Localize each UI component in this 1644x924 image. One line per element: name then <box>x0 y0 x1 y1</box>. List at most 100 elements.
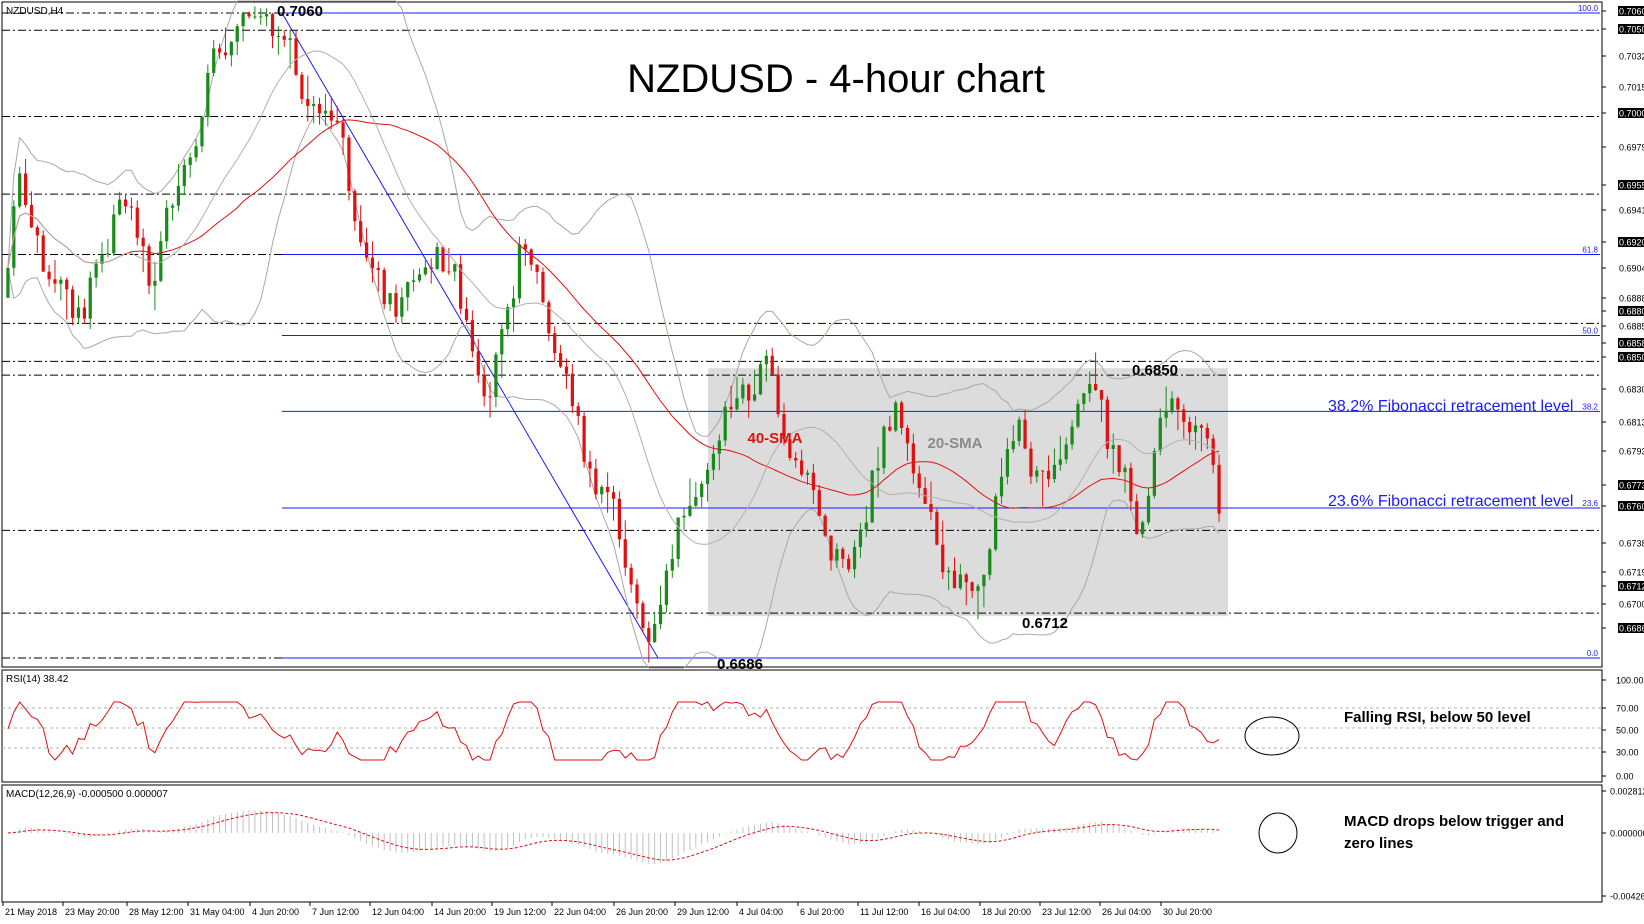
candle-body <box>935 511 939 545</box>
candle-body <box>411 280 416 283</box>
candle-body <box>329 110 333 121</box>
bollinger-lower <box>7 115 1220 669</box>
candle-body <box>600 486 604 495</box>
time-tick-label: 26 Jun 20:00 <box>616 907 668 917</box>
candle-body <box>899 402 904 428</box>
candle-body <box>952 570 957 589</box>
rsi-tick-label: 100.00 <box>1616 676 1644 686</box>
candle-body <box>276 35 281 37</box>
candle-body <box>70 289 75 318</box>
candle-body <box>341 122 345 138</box>
candle-body <box>1135 501 1139 535</box>
candle-body <box>1123 467 1127 473</box>
candle-body <box>317 103 322 114</box>
candle-body <box>306 98 310 106</box>
candle-body <box>18 173 22 207</box>
candle-body <box>805 472 810 475</box>
candle-body <box>1070 426 1074 445</box>
candle-body <box>312 103 316 106</box>
candle-body <box>1011 441 1015 450</box>
candle-body <box>852 546 857 570</box>
time-tick-label: 22 Jun 04:00 <box>554 907 606 917</box>
candle-body <box>535 264 539 272</box>
candle-body <box>400 297 404 317</box>
price-tick-label: 0.70500 <box>1619 25 1644 35</box>
macd-note-line1: MACD drops below trigger and <box>1344 813 1564 830</box>
candle-body <box>858 529 863 547</box>
candle-body <box>406 282 410 298</box>
candle-body <box>705 469 710 484</box>
sma40-label: 40-SMA <box>747 430 802 447</box>
candle-body <box>1129 467 1133 502</box>
candle-body <box>494 354 498 397</box>
candles <box>6 6 1221 663</box>
price-tick-label: 0.69795 <box>1619 143 1644 153</box>
candle-body <box>382 269 386 305</box>
candle-body <box>594 468 598 495</box>
candle-body <box>1076 403 1080 427</box>
candle-body <box>429 267 433 269</box>
candle-body <box>241 13 245 27</box>
candle-body <box>823 515 827 536</box>
candle-body <box>729 406 733 410</box>
candle-body <box>82 307 86 319</box>
price-tick-label: 0.69410 <box>1619 206 1644 216</box>
macd-label: MACD(12,26,9) -0.000500 0.000007 <box>6 789 168 800</box>
time-tick-label: 28 May 12:00 <box>129 907 184 917</box>
candle-body <box>617 498 621 540</box>
candle-body <box>800 460 804 475</box>
candle-body <box>929 503 933 512</box>
fib-label-3: 38.2 <box>1582 402 1598 411</box>
candle-body <box>747 384 751 401</box>
candle-body <box>958 574 962 589</box>
time-tick-label: 14 Jun 20:00 <box>434 907 486 917</box>
candle-body <box>1093 383 1098 391</box>
candle-body <box>770 355 774 375</box>
candle-body <box>1176 398 1180 410</box>
candle-body <box>676 517 680 559</box>
time-tick-label: 31 May 04:00 <box>190 907 245 917</box>
fib-label-4: 23.6 <box>1582 499 1598 508</box>
macd-axis: 0.002812 0.000000 -0.004265 <box>1602 787 1644 902</box>
price-tick-label: 0.69550 <box>1619 181 1644 191</box>
price-tag <box>1618 108 1644 118</box>
price-tick-label: 0.68880 <box>1619 294 1644 304</box>
candle-body <box>1064 444 1068 460</box>
candle-body <box>212 48 216 73</box>
candle-body <box>135 207 139 238</box>
candle-body <box>558 353 563 367</box>
price-tag <box>1618 480 1644 490</box>
price-tag <box>1618 352 1644 362</box>
candle-body <box>870 470 874 523</box>
candle-body <box>1211 438 1215 465</box>
candle-body <box>447 271 451 273</box>
candle-body <box>441 247 445 272</box>
candle-body <box>864 522 868 530</box>
macd-tick-label: 0.000000 <box>1610 829 1644 839</box>
candle-body <box>829 535 833 561</box>
time-tick-label: 23 Jul 12:00 <box>1042 907 1091 917</box>
price-tick-label: 0.68855 <box>1619 322 1644 332</box>
candle-body <box>882 426 886 469</box>
candle-body <box>1029 448 1033 477</box>
candle-body <box>511 298 516 308</box>
price-tick-label: 0.67385 <box>1619 539 1644 549</box>
candle-body <box>641 603 645 629</box>
candle-body <box>1041 470 1045 472</box>
candle-body <box>76 307 81 318</box>
price-tick-label: 0.67600 <box>1619 502 1644 512</box>
candle-body <box>282 35 286 40</box>
candle-body <box>364 242 369 258</box>
candle-body <box>147 246 151 286</box>
fib-label-1: 61.8 <box>1582 245 1598 254</box>
candle-body <box>735 398 739 410</box>
candle-body <box>1188 421 1192 433</box>
candle-body <box>294 38 298 75</box>
candle-body <box>118 199 122 215</box>
candle-body <box>1182 409 1186 422</box>
candle-body <box>176 185 181 206</box>
macd-note-line2: zero lines <box>1344 835 1413 852</box>
candle-body <box>165 207 169 242</box>
